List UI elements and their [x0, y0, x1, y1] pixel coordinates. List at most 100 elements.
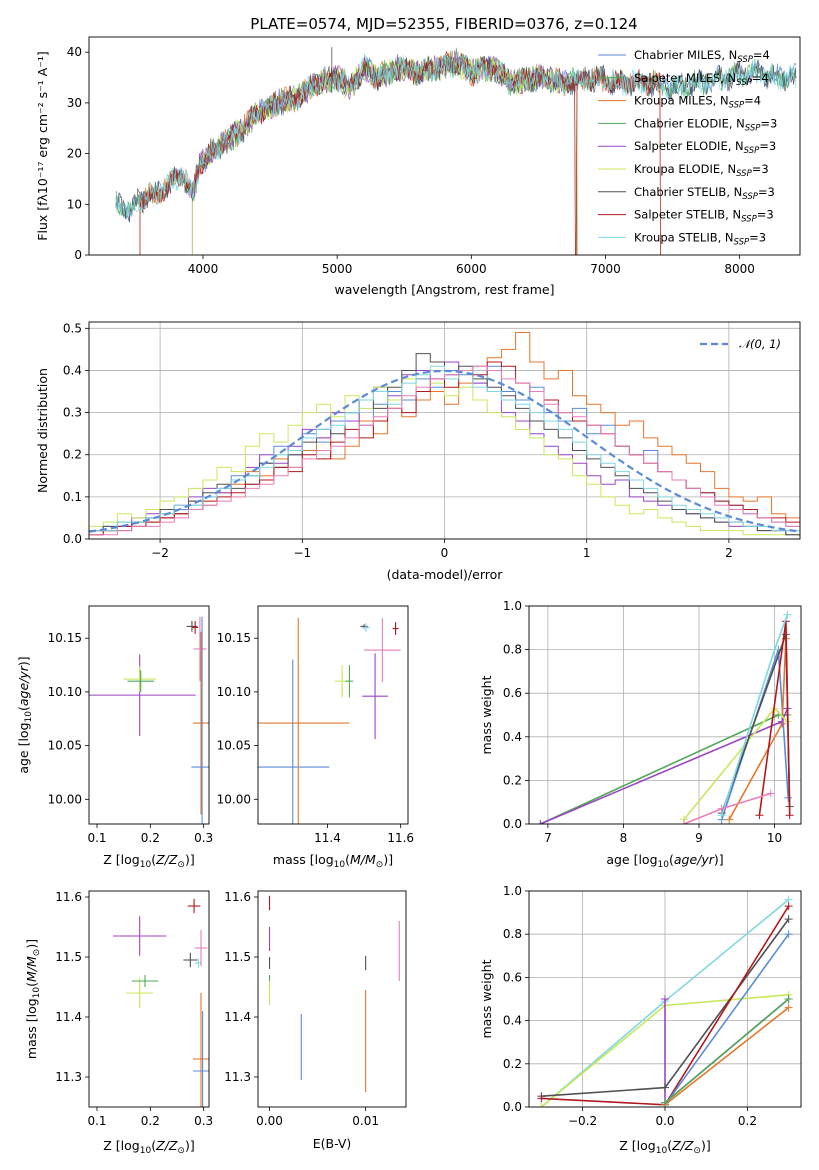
legend-main: Salpeter STELIB, N [634, 208, 741, 222]
y-tick-label: 0.2 [503, 773, 522, 787]
x-tick-label: 0.1 [87, 1114, 106, 1128]
legend-sub: SSP [741, 215, 757, 225]
histogram-bars [89, 332, 800, 539]
y-tick-label: 11.6 [224, 890, 251, 904]
axes-frame [88, 36, 801, 256]
y-tick-label: 10.15 [217, 631, 251, 645]
y-tick-label: 40 [67, 45, 82, 59]
y-tick-label: 0.2 [503, 1057, 522, 1071]
x-tick-label: 7000 [590, 262, 621, 276]
legend-sub: SSP [737, 55, 753, 65]
weight-vs-age-panel: 7 8 9 10 0.0 0.2 0.4 0.6 0.8 1.0 mass weight age [l… [479, 599, 802, 870]
spectrum-line [191, 50, 578, 255]
x-tick-label: 8 [620, 831, 628, 845]
legend-entry: Salpeter STELIB, NSSP=3 [634, 208, 774, 225]
y-tick-label: 0 [74, 248, 82, 262]
legend-tail: =3 [752, 162, 769, 176]
x-tick-label: 7 [544, 831, 552, 845]
legend-entry: Kroupa MILES, NSSP=4 [634, 94, 761, 111]
y-tick-label: 11.5 [224, 950, 251, 964]
legend-sub: SSP [742, 192, 758, 202]
x-tick-label: −1 [293, 546, 311, 560]
spectrum-line [115, 52, 797, 217]
label-sun: ⊙ [177, 1146, 185, 1156]
label-close: )] [714, 852, 724, 867]
x-tick-label: 4000 [188, 262, 219, 276]
x-axis-label: wavelength [Angstrom, rest frame] [334, 282, 554, 297]
legend-tail: =3 [749, 230, 766, 244]
label-close: )] [185, 852, 195, 867]
y-tick-label: 0.4 [503, 730, 522, 744]
label-close: )] [16, 656, 31, 666]
label-prefix: mass [log [273, 852, 334, 867]
label-frac: Z/Z [671, 1138, 694, 1153]
figure-title: PLATE=0574, MJD=52355, FIBERID=0376, z=0… [250, 15, 637, 33]
legend-sub: SSP [744, 146, 760, 156]
label-sun: ⊙ [693, 1146, 701, 1156]
label-sub: 10 [658, 860, 670, 870]
label-frac: Z/Z [155, 1138, 178, 1153]
label-open: ( [667, 1138, 672, 1153]
y-axis-label: Flux [fλ10⁻¹⁷ erg cm⁻² s⁻¹ A⁻¹] [35, 51, 50, 240]
legend-tail: =3 [757, 208, 774, 222]
legend-main: Kroupa MILES, N [634, 94, 729, 108]
x-tick-label: 0.2 [141, 1114, 160, 1128]
legend-sub: SSP [734, 237, 750, 247]
y-tick-label: 10.10 [48, 685, 82, 699]
y-tick-label: 0.6 [503, 686, 522, 700]
y-tick-label: 11.3 [55, 1070, 82, 1084]
x-tick-label: 9 [695, 831, 703, 845]
y-tick-label: 11.6 [55, 890, 82, 904]
legend-tail: =3 [760, 116, 777, 130]
weight-vs-Z-panel: −0.2 0.0 0.2 0.0 0.2 0.4 0.6 0.8 1.0 mass weight Z… [479, 884, 802, 1156]
legend-sub: SSP [745, 123, 761, 133]
legend-entry: Salpeter MILES, NSSP=4 [634, 71, 769, 88]
axes-frame [88, 321, 801, 540]
legend-sub: SSP [736, 169, 752, 179]
y-tick-label: 0.5 [63, 321, 82, 335]
weight-line [664, 933, 790, 1106]
legend-tail: =4 [753, 48, 770, 62]
y-tick-label: 0.2 [63, 448, 82, 462]
y-tick-label: 0.1 [63, 490, 82, 504]
label-frac: Z/Z [155, 852, 178, 867]
y-tick-label: 1.0 [503, 599, 522, 613]
y-tick-label: 11.4 [55, 1010, 82, 1024]
errorbar-points [268, 895, 400, 1092]
x-tick-label: 0.01 [352, 1114, 379, 1128]
axes-frame [88, 605, 210, 825]
label-sub: 10 [656, 1146, 668, 1156]
y-tick-label: 0.4 [63, 363, 82, 377]
y-tick-label: 10.00 [48, 792, 82, 806]
x-tick-label: 1 [583, 546, 591, 560]
legend-entry: Kroupa STELIB, NSSP=3 [634, 230, 766, 247]
y-tick-label: 11.4 [224, 1010, 251, 1024]
y-axis-label: age [log10(age/yr)] [16, 656, 34, 773]
legend-sub: SSP [736, 78, 752, 88]
legend-sub: SSP [729, 101, 745, 111]
y-axis-label: mass weight [479, 675, 494, 754]
errorbar-points [89, 616, 209, 824]
x-tick-label: 2 [725, 546, 733, 560]
errorbar-points [113, 898, 209, 1107]
x-tick-label: 0.00 [256, 1114, 283, 1128]
label-sun: ⊙ [177, 860, 185, 870]
legend-entry: 𝒩(0, 1) [739, 337, 781, 351]
legend-main: Salpeter MILES, N [634, 71, 736, 85]
legend-tail: =4 [752, 71, 769, 85]
mass-vs-ebv-panel: 0.00 0.01 11.3 11.4 11.5 11.6 E(B-V) [224, 890, 407, 1151]
x-axis-label: Z [log10(Z/Z⊙)] [103, 1138, 194, 1156]
legend-entry: Salpeter ELODIE, NSSP=3 [634, 139, 776, 156]
y-tick-label: 0.0 [503, 817, 522, 831]
label-open: ( [345, 852, 350, 867]
x-tick-label: 0.2 [141, 831, 160, 845]
errorbar-points [258, 617, 401, 824]
mass-vs-Z-panel: 0.1 0.2 0.311.311.411.511.6Z [log10(Z/Z⊙)]… [24, 890, 213, 1156]
legend-entry: Kroupa ELODIE, NSSP=3 [634, 162, 769, 179]
legend-entry: Chabrier ELODIE, NSSP=3 [634, 116, 777, 133]
weight-line [664, 1006, 790, 1106]
weight-line [664, 998, 790, 1104]
y-tick-label: 0.0 [63, 532, 82, 546]
axes-frame [528, 605, 802, 825]
